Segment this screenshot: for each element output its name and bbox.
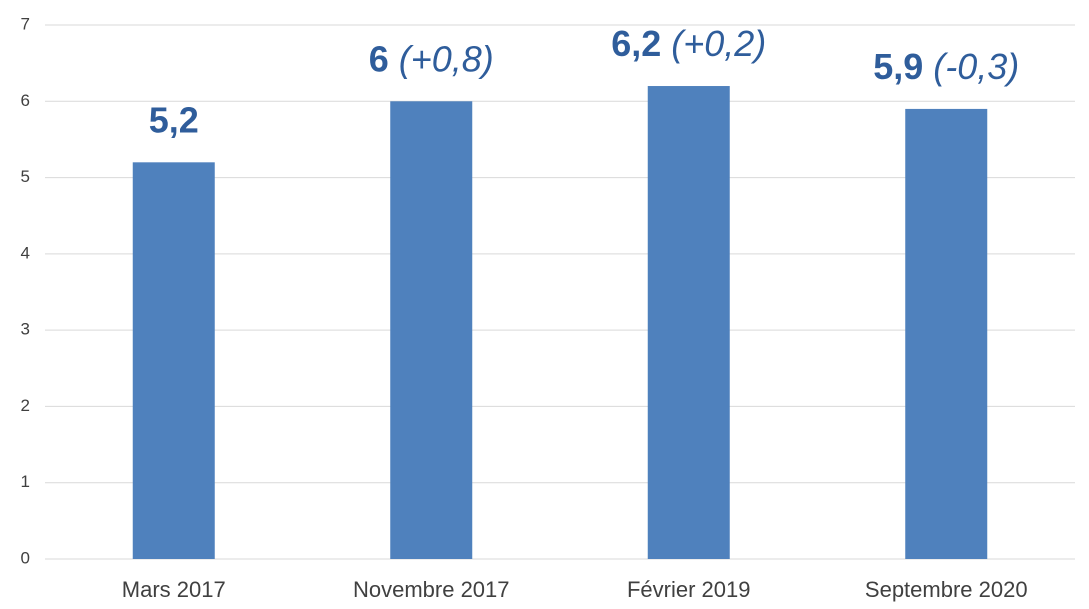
data-label-value: 6,2 — [611, 23, 661, 64]
x-tick-label: Septembre 2020 — [865, 577, 1028, 602]
data-label-value: 5,9 — [873, 45, 923, 86]
x-tick-label: Février 2019 — [627, 577, 751, 602]
data-label-value: 6 — [369, 38, 389, 79]
data-label: 5,9 (-0,3) — [873, 45, 1019, 86]
data-label-change: (+0,8) — [399, 38, 494, 79]
x-tick-label: Novembre 2017 — [353, 577, 510, 602]
data-label-change: (+0,2) — [671, 23, 766, 64]
bar — [132, 162, 215, 560]
data-label: 5,2 — [149, 99, 199, 140]
y-tick-label: 2 — [21, 396, 30, 415]
y-tick-label: 5 — [21, 167, 30, 186]
data-label-change: (-0,3) — [933, 45, 1019, 86]
y-tick-label: 4 — [21, 243, 30, 262]
bar — [905, 108, 988, 560]
data-label-value: 5,2 — [149, 99, 199, 140]
bar — [647, 86, 730, 560]
y-tick-label: 3 — [21, 320, 30, 339]
data-label: 6 (+0,8) — [369, 38, 494, 79]
y-tick-label: 0 — [21, 548, 30, 567]
bar — [390, 101, 473, 560]
y-tick-label: 7 — [21, 14, 30, 33]
data-label: 6,2 (+0,2) — [611, 23, 766, 64]
x-tick-label: Mars 2017 — [122, 577, 226, 602]
y-tick-label: 1 — [21, 472, 30, 491]
y-tick-label: 6 — [21, 91, 30, 110]
